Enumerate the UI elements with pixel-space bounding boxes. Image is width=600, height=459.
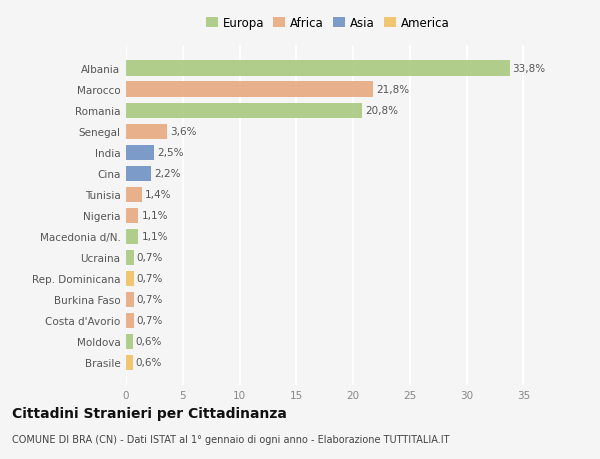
- Bar: [126, 271, 134, 286]
- Text: 33,8%: 33,8%: [512, 64, 545, 74]
- Text: 0,7%: 0,7%: [137, 253, 163, 263]
- Bar: [126, 62, 509, 77]
- Text: 0,7%: 0,7%: [137, 295, 163, 305]
- Text: 0,7%: 0,7%: [137, 316, 163, 325]
- Text: Cittadini Stranieri per Cittadinanza: Cittadini Stranieri per Cittadinanza: [12, 406, 287, 420]
- Text: 1,4%: 1,4%: [145, 190, 171, 200]
- Bar: [126, 208, 139, 223]
- Bar: [126, 103, 362, 118]
- Bar: [126, 292, 134, 307]
- Text: 1,1%: 1,1%: [142, 211, 168, 221]
- Text: 0,7%: 0,7%: [137, 274, 163, 284]
- Text: 2,5%: 2,5%: [157, 148, 184, 158]
- Bar: [126, 124, 167, 140]
- Bar: [126, 355, 133, 370]
- Text: 20,8%: 20,8%: [365, 106, 398, 116]
- Bar: [126, 313, 134, 328]
- Bar: [126, 145, 154, 160]
- Text: 21,8%: 21,8%: [376, 85, 409, 95]
- Bar: [126, 250, 134, 265]
- Bar: [126, 187, 142, 202]
- Bar: [126, 166, 151, 181]
- Bar: [126, 334, 133, 349]
- Text: 0,6%: 0,6%: [136, 336, 162, 347]
- Text: 0,6%: 0,6%: [136, 358, 162, 368]
- Bar: [126, 82, 373, 97]
- Text: 2,2%: 2,2%: [154, 169, 181, 179]
- Text: COMUNE DI BRA (CN) - Dati ISTAT al 1° gennaio di ogni anno - Elaborazione TUTTIT: COMUNE DI BRA (CN) - Dati ISTAT al 1° ge…: [12, 434, 449, 444]
- Bar: [126, 229, 139, 244]
- Text: 1,1%: 1,1%: [142, 232, 168, 242]
- Text: 3,6%: 3,6%: [170, 127, 196, 137]
- Legend: Europa, Africa, Asia, America: Europa, Africa, Asia, America: [203, 14, 452, 32]
